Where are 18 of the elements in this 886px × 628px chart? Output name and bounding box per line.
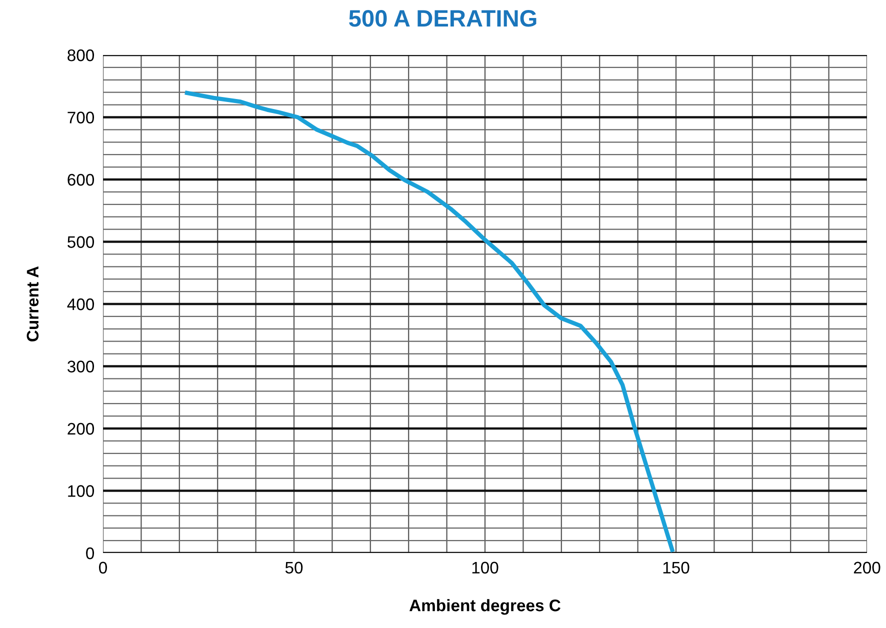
y-axis-title: Current A xyxy=(26,266,39,342)
y-tick-label: 500 xyxy=(68,236,94,248)
x-tick-label: 50 xyxy=(285,562,303,574)
y-tick-label: 100 xyxy=(68,485,94,497)
y-tick-label: 800 xyxy=(68,49,94,62)
y-tick-label: 700 xyxy=(68,112,94,124)
x-tick-label: 100 xyxy=(472,562,498,574)
y-tick-label: 600 xyxy=(68,174,94,186)
y-tick-label: 0 xyxy=(86,547,94,560)
line-series xyxy=(184,90,674,552)
x-axis-title: Ambient degrees C xyxy=(409,599,560,615)
y-tick-label: 300 xyxy=(67,360,94,372)
chart-title: 500 A DERATING xyxy=(349,10,536,27)
x-tick-label: 0 xyxy=(99,562,107,574)
y-tick-label: 200 xyxy=(68,422,94,435)
x-tick-label: 200 xyxy=(854,562,880,574)
y-tick-label: 400 xyxy=(67,298,94,310)
x-tick-label: 150 xyxy=(663,562,690,574)
